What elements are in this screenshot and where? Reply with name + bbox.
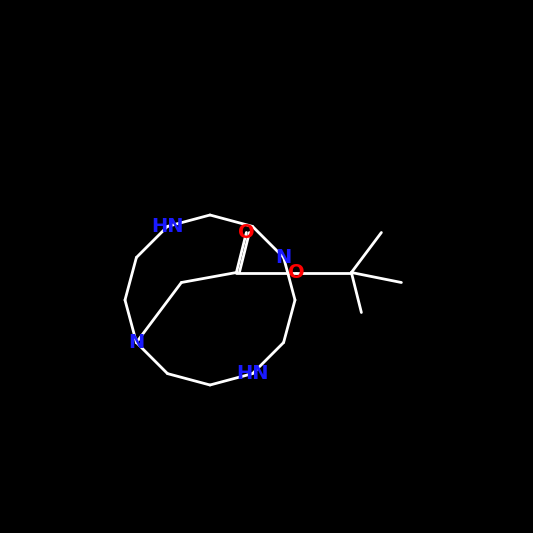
Text: HN: HN: [151, 217, 184, 236]
Text: O: O: [288, 263, 305, 282]
Text: N: N: [276, 248, 292, 267]
Text: HN: HN: [236, 364, 269, 383]
Text: O: O: [238, 223, 255, 242]
Text: N: N: [128, 333, 144, 352]
